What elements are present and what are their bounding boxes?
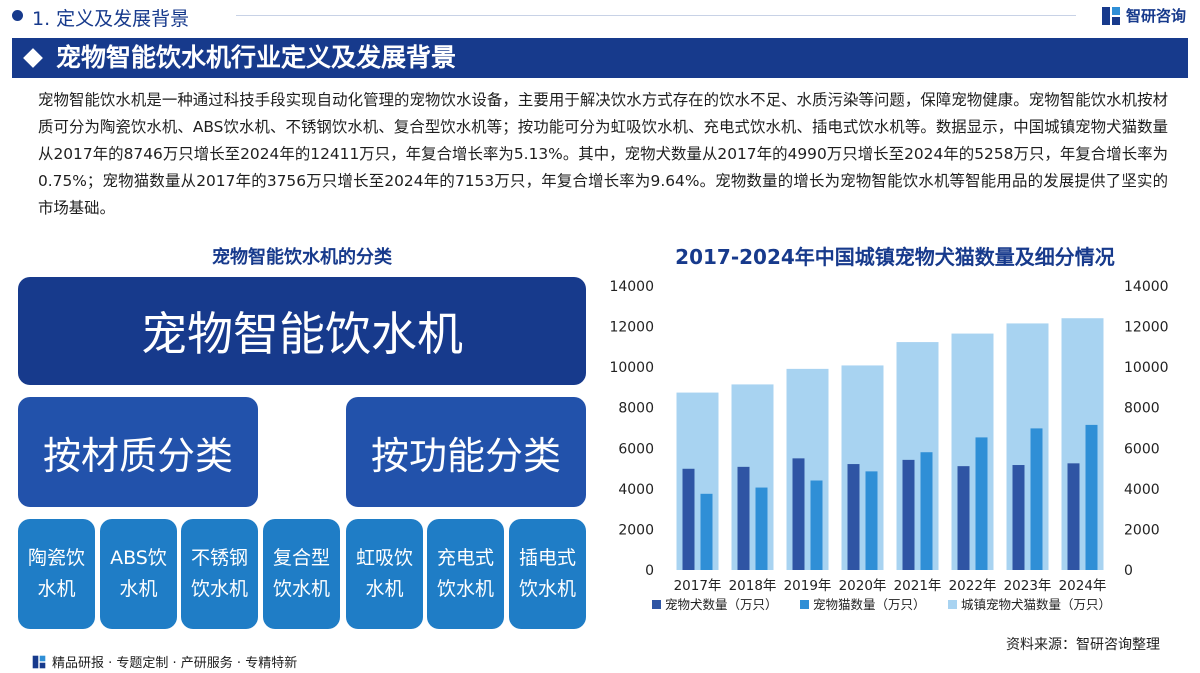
bar-dog	[1012, 465, 1025, 570]
y-tick-label: 12000	[609, 320, 654, 336]
bar-cat	[755, 487, 768, 570]
classification-group-function: 按功能分类	[346, 397, 586, 507]
footer-logo-icon	[32, 655, 46, 668]
top-bar: 1. 定义及发展背景 智研咨询	[0, 0, 1200, 32]
y2-tick-label: 10000	[1124, 360, 1169, 376]
x-tick-label: 2022年	[949, 578, 997, 594]
x-tick-label: 2020年	[839, 578, 887, 594]
bar-dog	[682, 468, 695, 570]
intro-paragraph: 宠物智能饮水机是一种通过科技手段实现自动化管理的宠物饮水设备，主要用于解决饮水方…	[38, 91, 1168, 217]
chart-title: 2017-2024年中国城镇宠物犬猫数量及细分情况	[675, 245, 1115, 269]
classification-item: 虹吸饮水机	[346, 519, 423, 629]
y2-tick-label: 2000	[1124, 522, 1160, 538]
bar-cat	[1030, 428, 1043, 570]
y2-tick-label: 6000	[1124, 441, 1160, 457]
bar-cat	[810, 480, 823, 570]
legend-swatch	[800, 600, 809, 609]
bar-cat	[920, 452, 933, 570]
section-heading: 1. 定义及发展背景	[32, 8, 190, 30]
classification-heading: 宠物智能饮水机的分类	[212, 247, 392, 268]
y2-tick-label: 14000	[1124, 279, 1169, 295]
legend-swatch	[652, 600, 661, 609]
classification-item: 复合型饮水机	[263, 519, 340, 629]
y2-tick-label: 8000	[1124, 401, 1160, 417]
bullet-dot-icon	[12, 10, 23, 21]
x-tick-label: 2021年	[894, 578, 942, 594]
x-tick-label: 2018年	[729, 578, 777, 594]
bar-dog	[847, 464, 860, 570]
y2-tick-label: 0	[1124, 563, 1133, 579]
y-tick-label: 4000	[618, 482, 654, 498]
legend-label: 城镇宠物犬猫数量（万只）	[961, 597, 1111, 612]
bar-cat	[975, 437, 988, 570]
classification-group-material: 按材质分类	[18, 397, 258, 507]
divider	[236, 15, 1076, 16]
data-source: 资料来源：智研咨询整理	[1006, 637, 1160, 653]
diamond-icon	[23, 48, 43, 68]
bar-dog	[792, 458, 805, 570]
y2-tick-label: 12000	[1124, 320, 1169, 336]
classification-root: 宠物智能饮水机	[18, 277, 586, 385]
pet-population-chart: 0 0 2000 2000 4000 4000 6000 6000 8000 8000 10000 1…	[609, 279, 1169, 612]
classification-item: 充电式饮水机	[427, 519, 504, 629]
classification-item: ABS饮水机	[100, 519, 177, 629]
y-tick-label: 10000	[609, 360, 654, 376]
classification-item: 插电式饮水机	[509, 519, 586, 629]
brand-logo-icon	[1101, 6, 1120, 25]
x-tick-label: 2023年	[1004, 578, 1052, 594]
footer-text: 精品研报 · 专题定制 · 产研服务 · 专精特新	[52, 656, 298, 671]
brand-name: 智研咨询	[1125, 7, 1186, 25]
y-tick-label: 8000	[618, 401, 654, 417]
x-tick-label: 2017年	[674, 578, 722, 594]
y-tick-label: 14000	[609, 279, 654, 295]
x-tick-label: 2024年	[1059, 578, 1107, 594]
legend-label: 宠物犬数量（万只）	[665, 597, 778, 612]
legend-label: 宠物猫数量（万只）	[813, 597, 926, 612]
y-tick-label: 6000	[618, 441, 654, 457]
classification-item: 陶瓷饮水机	[18, 519, 95, 629]
title-bar: 宠物智能饮水机行业定义及发展背景	[12, 38, 1188, 78]
y-tick-label: 2000	[618, 522, 654, 538]
bar-dog	[902, 459, 915, 570]
classification-item: 不锈钢饮水机	[181, 519, 258, 629]
x-tick-label: 2019年	[784, 578, 832, 594]
bar-cat	[1085, 424, 1098, 570]
page-title: 宠物智能饮水机行业定义及发展背景	[56, 43, 457, 72]
bar-cat	[865, 471, 878, 570]
bar-dog	[1067, 463, 1080, 570]
legend-swatch	[948, 600, 957, 609]
footer: 精品研报 · 专题定制 · 产研服务 · 专精特新	[32, 652, 297, 671]
bar-cat	[700, 493, 713, 570]
y-tick-label: 0	[645, 563, 654, 579]
y2-tick-label: 4000	[1124, 482, 1160, 498]
brand: 智研咨询	[1101, 5, 1186, 26]
bar-dog	[957, 466, 970, 570]
bar-dog	[737, 466, 750, 570]
